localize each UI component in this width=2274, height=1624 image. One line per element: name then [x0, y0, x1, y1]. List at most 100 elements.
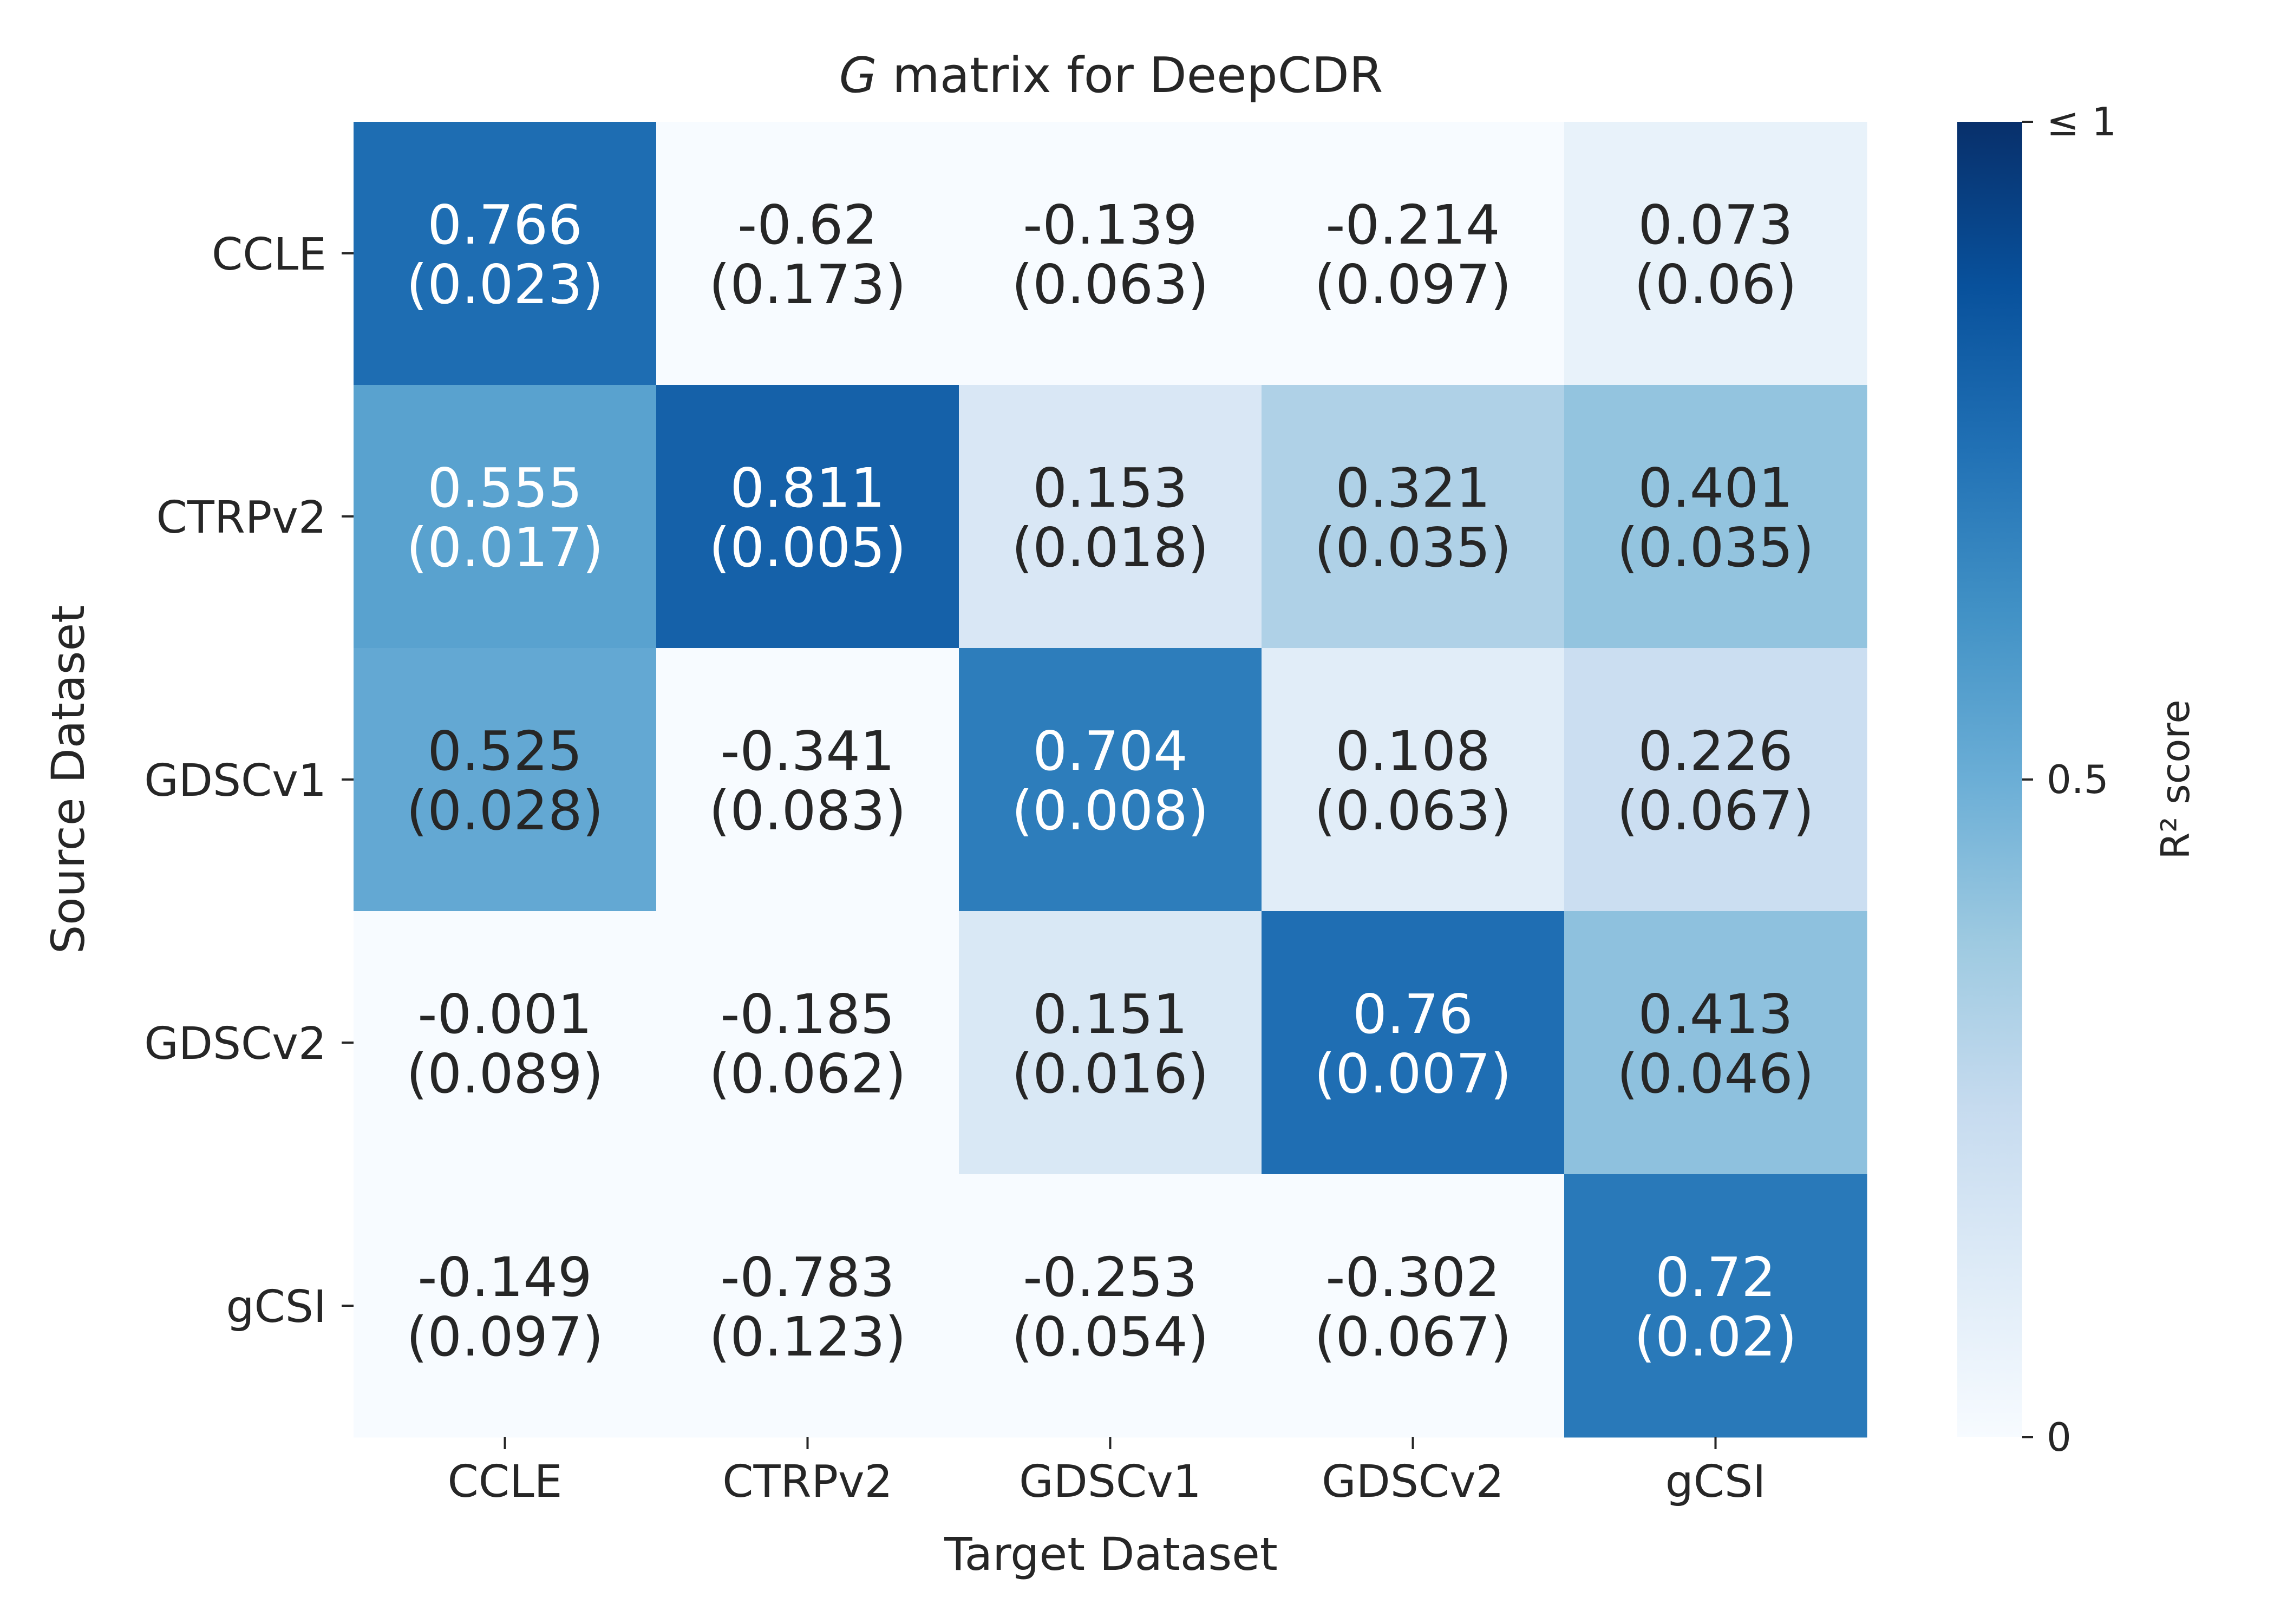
cell-error-label: (0.067) [1314, 1305, 1511, 1368]
y-tick-label: gCSI [226, 1281, 326, 1333]
cell-error-label: (0.173) [709, 253, 906, 316]
cell-error-label: (0.123) [709, 1305, 906, 1368]
colorbar-tick-label: 0.5 [2047, 757, 2109, 802]
heatmap-cell [354, 385, 657, 649]
y-tick-label: CTRPv2 [156, 492, 326, 543]
colorbar-ticks: 0 0.5 ≤ 1 [2022, 99, 2116, 1460]
cell-value-label: 0.555 [427, 456, 582, 520]
cell-value-label: -0.214 [1325, 193, 1500, 257]
heatmap-cell [1262, 1174, 1565, 1438]
cell-value-label: 0.72 [1655, 1246, 1776, 1309]
chart-title-rest: matrix for DeepCDR [877, 47, 1383, 104]
cell-value-label: -0.302 [1325, 1246, 1500, 1309]
heatmap-cell [656, 1174, 959, 1438]
colorbar-title: R² score [2153, 699, 2198, 859]
cell-error-label: (0.063) [1011, 253, 1208, 316]
cell-value-label: 0.153 [1033, 456, 1187, 520]
cell-error-label: (0.023) [406, 253, 603, 316]
heatmap-cell [959, 1174, 1262, 1438]
x-axis-title: Target Dataset [944, 1528, 1278, 1581]
cell-error-label: (0.017) [406, 516, 603, 579]
y-axis-ticks: CCLE CTRPv2 GDSCv1 GDSCv2 gCSI [144, 229, 354, 1333]
y-tick-label: GDSCv2 [144, 1018, 326, 1070]
cell-value-label: -0.149 [417, 1246, 592, 1309]
x-tick-label: GDSCv1 [1019, 1456, 1201, 1508]
cell-error-label: (0.062) [709, 1042, 906, 1105]
cell-value-label: -0.62 [737, 193, 878, 257]
colorbar-gradient [1957, 122, 2022, 1437]
cell-error-label: (0.008) [1011, 779, 1208, 842]
cell-value-label: 0.811 [730, 456, 885, 520]
colorbar: 0 0.5 ≤ 1 R² score [1957, 99, 2198, 1460]
cell-error-label: (0.063) [1314, 779, 1511, 842]
colorbar-tick-label: ≤ 1 [2047, 99, 2116, 145]
heatmap-cell [1564, 385, 1867, 649]
x-axis-ticks: CCLE CTRPv2 GDSCv1 GDSCv2 gCSI [447, 1437, 1766, 1508]
heatmap-cell [1564, 1174, 1867, 1438]
heatmap-cell [354, 1174, 657, 1438]
heatmap-cell [1262, 385, 1565, 649]
cell-value-label: -0.783 [720, 1246, 894, 1309]
cell-error-label: (0.018) [1011, 516, 1208, 579]
cell-value-label: -0.001 [417, 983, 592, 1046]
cell-value-label: -0.185 [720, 983, 894, 1046]
y-axis-title: Source Dataset [42, 605, 95, 954]
cell-value-label: 0.151 [1033, 983, 1187, 1046]
cell-value-label: -0.253 [1023, 1246, 1197, 1309]
heatmap-cell [354, 122, 657, 385]
heatmap-cell [1564, 911, 1867, 1175]
cell-error-label: (0.005) [709, 516, 906, 579]
heatmap-cell [1262, 648, 1565, 912]
cell-error-label: (0.054) [1011, 1305, 1208, 1368]
cell-error-label: (0.02) [1634, 1305, 1797, 1368]
heatmap-cell [354, 648, 657, 912]
x-tick-label: GDSCv2 [1322, 1456, 1504, 1508]
cell-error-label: (0.097) [1314, 253, 1511, 316]
cell-value-label: 0.413 [1638, 983, 1793, 1046]
y-tick-label: GDSCv1 [144, 755, 326, 807]
heatmap-cell [1564, 122, 1867, 385]
cell-error-label: (0.016) [1011, 1042, 1208, 1105]
heatmap-cell [656, 648, 959, 912]
heatmap-cell [656, 122, 959, 385]
cell-value-label: 0.401 [1638, 456, 1793, 520]
cell-value-label: 0.073 [1638, 193, 1793, 257]
heatmap-cell [1262, 911, 1565, 1175]
cell-value-label: 0.76 [1352, 983, 1473, 1046]
cell-value-label: 0.226 [1638, 719, 1793, 783]
cell-error-label: (0.035) [1314, 516, 1511, 579]
cell-error-label: (0.06) [1634, 253, 1797, 316]
heatmap-cell [656, 385, 959, 649]
chart-title-italic: G [839, 47, 877, 104]
cell-value-label: -0.139 [1023, 193, 1197, 257]
cell-value-label: 0.321 [1335, 456, 1490, 520]
y-tick-label: CCLE [212, 229, 326, 280]
cell-error-label: (0.089) [406, 1042, 603, 1105]
x-tick-label: gCSI [1665, 1456, 1766, 1508]
heatmap-cell [959, 648, 1262, 912]
cell-error-label: (0.083) [709, 779, 906, 842]
cell-value-label: 0.108 [1335, 719, 1490, 783]
cell-value-label: 0.704 [1033, 719, 1187, 783]
cell-error-label: (0.046) [1617, 1042, 1814, 1105]
heatmap-cell [656, 911, 959, 1175]
heatmap-cell [1564, 648, 1867, 912]
cell-error-label: (0.067) [1617, 779, 1814, 842]
cell-error-label: (0.097) [406, 1305, 603, 1368]
heatmap-cell [959, 122, 1262, 385]
cell-error-label: (0.028) [406, 779, 603, 842]
cell-value-label: -0.341 [720, 719, 894, 783]
x-tick-label: CCLE [447, 1456, 562, 1508]
chart-title: G matrix for DeepCDR [839, 47, 1383, 104]
cell-value-label: 0.525 [427, 719, 582, 783]
heatmap-cells: 0.766(0.023)-0.62(0.173)-0.139(0.063)-0.… [354, 122, 1867, 1438]
cell-value-label: 0.766 [427, 193, 582, 257]
heatmap-cell [959, 911, 1262, 1175]
heatmap-cell [959, 385, 1262, 649]
heatmap-cell [1262, 122, 1565, 385]
heatmap-cell [354, 911, 657, 1175]
cell-error-label: (0.007) [1314, 1042, 1511, 1105]
x-tick-label: CTRPv2 [722, 1456, 892, 1508]
colorbar-tick-label: 0 [2047, 1415, 2072, 1460]
